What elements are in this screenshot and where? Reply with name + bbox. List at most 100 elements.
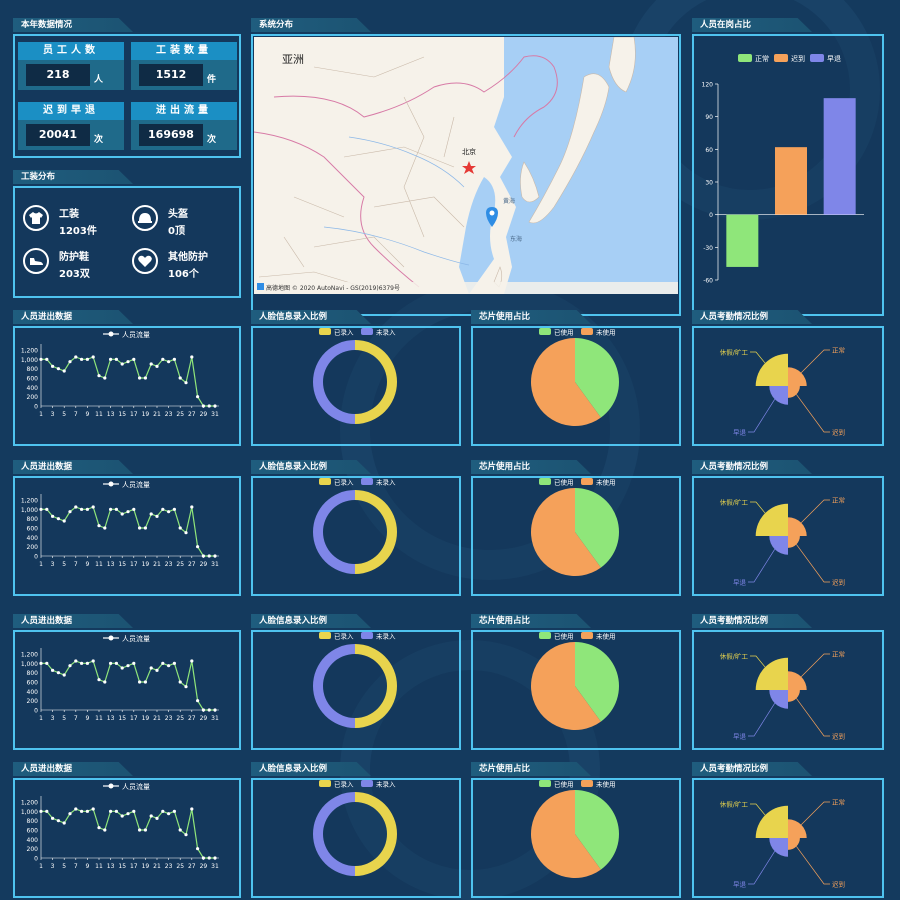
series-point <box>155 514 159 518</box>
legend-swatch <box>539 328 551 335</box>
series-point <box>74 505 78 509</box>
series-point <box>155 364 159 368</box>
x-tick-label: 23 <box>165 411 173 418</box>
legend-swatch <box>581 780 593 787</box>
panel-frame <box>13 326 241 446</box>
panel-title: 本年数据情况 <box>13 18 133 32</box>
series-point <box>85 507 89 511</box>
donut-slice <box>313 792 355 876</box>
chip-panel: 芯片使用占比 已使用 未使用 <box>471 614 681 750</box>
series-point <box>62 821 66 825</box>
x-tick-label: 11 <box>95 561 103 568</box>
rose-slice <box>788 517 807 536</box>
chip-panel: 芯片使用占比 已使用 未使用 <box>471 460 681 596</box>
x-tick-label: 19 <box>142 561 150 568</box>
y-tick-label: -60 <box>703 278 713 285</box>
y-tick-label: 1,000 <box>21 357 38 364</box>
x-tick-label: 7 <box>74 411 78 418</box>
stat-label: 工装数量 <box>131 42 237 60</box>
series-point <box>68 510 72 514</box>
x-tick-label: 31 <box>211 411 219 418</box>
legend-label: 已录入 <box>334 329 354 337</box>
x-tick-label: 7 <box>74 863 78 870</box>
stat-label: 迟到早退 <box>18 102 124 120</box>
series-point <box>103 828 107 832</box>
series-point <box>172 661 176 665</box>
legend-swatch <box>319 780 331 787</box>
legend-label: 已使用 <box>554 780 574 789</box>
face-chart: 已录入 未录入 <box>313 328 397 424</box>
series-point <box>149 814 153 818</box>
donut-slice <box>355 644 397 728</box>
panel-title: 人脸信息录入比例 <box>251 310 371 324</box>
series-point <box>103 526 107 530</box>
series-point <box>132 809 136 813</box>
face-chart: 已录入 未录入 <box>313 780 397 876</box>
label-line <box>800 653 830 678</box>
x-tick-label: 19 <box>142 863 150 870</box>
slice-label: 正常 <box>832 346 845 355</box>
y-tick-label: 600 <box>27 680 39 687</box>
map-canvas[interactable]: 亚洲 北京 黄海 东海 高德地图 © 2020 AutoNavi - GS(20… <box>254 37 678 294</box>
equipment-value: 1203件 <box>59 226 97 237</box>
series-point <box>167 664 171 668</box>
series-point <box>97 374 101 378</box>
series-point <box>97 826 101 830</box>
x-tick-label: 17 <box>130 863 138 870</box>
x-tick-label: 17 <box>130 561 138 568</box>
series-point <box>68 664 72 668</box>
rose-slice <box>788 690 800 702</box>
series-point <box>201 554 205 558</box>
shoe-icon <box>23 248 49 274</box>
panel-title: 人员进出数据 <box>13 762 133 776</box>
rose-slice <box>769 838 788 857</box>
pie-slice <box>575 790 619 870</box>
y-tick-label: 60 <box>705 147 713 154</box>
x-tick-label: 17 <box>130 411 138 418</box>
slice-label: 迟到 <box>832 579 845 587</box>
slice-label: 早退 <box>733 428 747 437</box>
series-point <box>51 668 55 672</box>
stat-label: 员工人数 <box>18 42 124 60</box>
series-point <box>56 819 61 823</box>
stat-value: 1512 <box>139 64 203 86</box>
face-chart: 已录入 未录入 <box>313 478 397 574</box>
x-tick-label: 27 <box>188 561 196 568</box>
y-tick-label: 1,000 <box>21 809 38 816</box>
label-line <box>796 846 830 885</box>
series-point <box>201 856 205 860</box>
y-tick-label: 600 <box>27 828 39 835</box>
series-point <box>196 847 200 851</box>
series-point <box>167 360 171 364</box>
slice-label: 正常 <box>832 650 845 659</box>
y-tick-label: 400 <box>27 689 39 696</box>
series-point <box>196 699 200 703</box>
chip-panel: 芯片使用占比 已使用 未使用 <box>471 762 681 898</box>
y-tick-label: 800 <box>27 366 39 373</box>
legend-swatch <box>361 632 373 639</box>
legend-swatch <box>319 632 331 639</box>
chip-chart: 已使用 未使用 <box>531 478 619 576</box>
panel-title: 人脸信息录入比例 <box>251 460 371 474</box>
series-point <box>56 367 61 371</box>
series-point <box>213 708 217 712</box>
series-point <box>74 807 78 811</box>
series-point <box>190 505 194 509</box>
series-point <box>132 357 136 361</box>
rose-slice <box>788 386 800 398</box>
series-point <box>190 659 194 663</box>
series-point <box>91 355 95 359</box>
series-point <box>213 404 217 408</box>
legend-label: 已使用 <box>554 328 574 337</box>
panel-title: 人员进出数据 <box>13 614 133 628</box>
series-point <box>97 678 101 682</box>
shirt-icon <box>23 205 49 231</box>
panel-title: 人员在岗占比 <box>692 18 812 32</box>
legend-swatch <box>361 478 373 485</box>
legend-swatch <box>581 478 593 485</box>
label-line <box>800 801 830 826</box>
panel-frame <box>13 630 241 750</box>
rose-slice <box>755 657 788 690</box>
x-tick-label: 21 <box>153 863 161 870</box>
